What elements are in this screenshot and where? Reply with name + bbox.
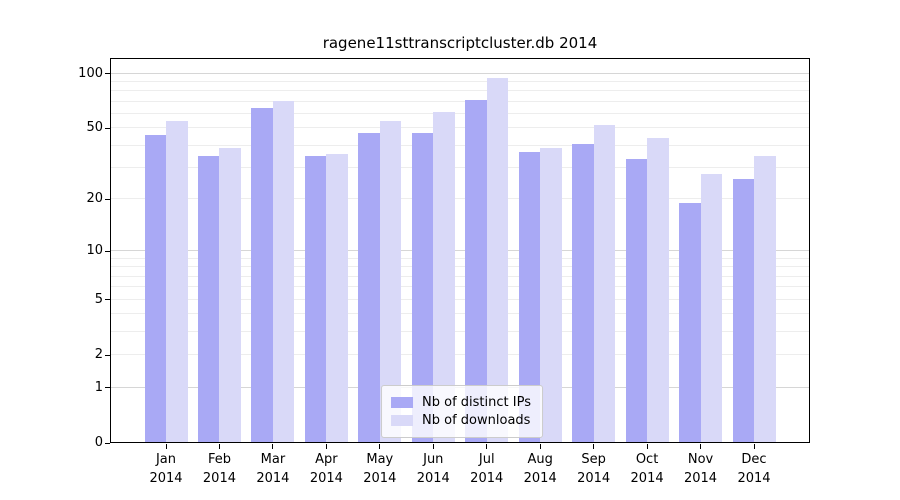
x-tick-dec (753, 444, 755, 449)
gridline-2 (110, 354, 810, 356)
y-tick-label-1: 1 (94, 379, 103, 395)
bar-downloads-oct (647, 138, 669, 443)
x-tick-may (379, 444, 381, 449)
x-tick-nov (700, 444, 702, 449)
y-tick-label-20: 20 (86, 191, 103, 207)
bar-distinct-ips-sep (572, 143, 594, 443)
legend-swatch-downloads (391, 415, 414, 426)
y-tick-label-50: 50 (86, 120, 103, 136)
gridline-20 (110, 198, 810, 200)
y-tick-2 (105, 354, 110, 356)
x-tick-label-aug: Aug 2014 (523, 452, 557, 486)
gridline-60 (110, 113, 810, 115)
gridline-70 (110, 100, 810, 102)
bar-downloads-mar (272, 100, 295, 443)
gridline-4 (110, 313, 810, 315)
gridline-50 (110, 127, 810, 129)
bar-distinct-ips-feb (197, 156, 220, 443)
gridline-100 (110, 72, 810, 74)
y-tick-label-100: 100 (78, 65, 103, 81)
bar-downloads-jan (166, 120, 188, 443)
y-tick-10 (105, 250, 110, 252)
gridline-90 (110, 81, 810, 83)
bar-downloads-may (379, 120, 402, 443)
x-tick-jul (486, 444, 488, 449)
x-tick-label-jul: Jul 2014 (470, 452, 504, 486)
legend: Nb of distinct IPs Nb of downloads (381, 385, 543, 438)
y-tick-100 (105, 73, 110, 75)
gridline-40 (110, 144, 810, 146)
x-tick-label-jun: Jun 2014 (416, 452, 450, 486)
bar-downloads-nov (700, 173, 723, 443)
x-tick-label-may: May 2014 (363, 452, 397, 486)
bar-distinct-ips-oct (625, 158, 648, 443)
y-tick-1 (105, 387, 110, 389)
bar-downloads-sep (593, 125, 616, 443)
x-tick-apr (325, 444, 327, 449)
x-tick-label-mar: Mar 2014 (256, 452, 290, 486)
bar-distinct-ips-nov (679, 203, 701, 443)
gridline-80 (110, 90, 810, 92)
y-tick-20 (105, 198, 110, 200)
bar-distinct-ips-dec (732, 179, 754, 443)
gridline-5 (110, 298, 810, 300)
bar-distinct-ips-jun (411, 133, 434, 443)
legend-entry-distinct-ips: Nb of distinct IPs (391, 395, 531, 410)
x-tick-label-dec: Dec 2014 (737, 452, 771, 486)
x-tick-sep (593, 444, 595, 449)
legend-swatch-distinct-ips (391, 397, 414, 408)
y-tick-0 (105, 442, 110, 444)
gridline-6 (110, 286, 810, 288)
y-tick-50 (105, 127, 110, 129)
bar-distinct-ips-may (358, 133, 380, 443)
plot-area (110, 58, 810, 443)
legend-label-downloads: Nb of downloads (422, 413, 531, 428)
x-tick-label-jan: Jan 2014 (149, 452, 183, 486)
y-tick-label-2: 2 (94, 347, 103, 363)
y-tick-label-0: 0 (94, 435, 103, 450)
x-tick-aug (539, 444, 541, 449)
bar-distinct-ips-apr (304, 156, 327, 443)
bar-downloads-aug (540, 147, 562, 443)
gridline-30 (110, 167, 810, 169)
bar-distinct-ips-aug (518, 151, 541, 443)
y-tick-label-10: 10 (86, 243, 103, 259)
y-tick-label-5: 5 (94, 291, 103, 307)
gridline-3 (110, 331, 810, 333)
gridline-10 (110, 250, 810, 252)
gridline-9 (110, 257, 810, 259)
legend-entry-downloads: Nb of downloads (391, 413, 531, 428)
gridline-7 (110, 275, 810, 277)
x-tick-label-apr: Apr 2014 (309, 452, 343, 486)
gridline-8 (110, 266, 810, 268)
bar-distinct-ips-jul (465, 99, 487, 443)
bar-distinct-ips-jan (144, 134, 166, 443)
bar-downloads-apr (326, 154, 348, 443)
bar-downloads-jul (486, 77, 509, 443)
bar-downloads-jun (433, 111, 455, 443)
y-tick-5 (105, 299, 110, 301)
x-tick-feb (218, 444, 220, 449)
x-tick-jan (165, 444, 167, 449)
bar-distinct-ips-mar (251, 107, 273, 443)
x-tick-label-feb: Feb 2014 (202, 452, 236, 486)
x-tick-label-oct: Oct 2014 (630, 452, 664, 486)
x-tick-mar (272, 444, 274, 449)
x-tick-label-sep: Sep 2014 (577, 452, 611, 486)
x-tick-label-nov: Nov 2014 (683, 452, 718, 486)
x-tick-oct (646, 444, 648, 449)
x-tick-jun (432, 444, 434, 449)
chart-title: ragene11sttranscriptcluster.db 2014 (322, 34, 598, 52)
bar-downloads-feb (219, 147, 241, 443)
legend-label-distinct-ips: Nb of distinct IPs (422, 395, 531, 410)
bar-downloads-dec (754, 156, 776, 443)
